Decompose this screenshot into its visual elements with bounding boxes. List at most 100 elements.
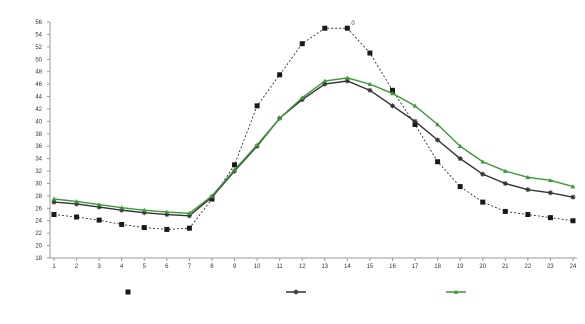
series-2-point-0 bbox=[51, 196, 57, 201]
y-tick-label-12: 42 bbox=[35, 107, 42, 113]
x-tick-label-6: 7 bbox=[188, 264, 192, 270]
series-0-point-9 bbox=[254, 103, 260, 109]
y-tick-label-4: 26 bbox=[35, 206, 42, 212]
y-tick-label-6: 30 bbox=[35, 181, 42, 187]
series-1-point-22 bbox=[547, 190, 553, 196]
series-2-point-7 bbox=[209, 193, 215, 198]
series-0-point-14 bbox=[367, 50, 373, 56]
series-0-point-18 bbox=[457, 184, 463, 190]
series-0-point-8 bbox=[232, 162, 238, 168]
series-1-point-16 bbox=[412, 118, 418, 124]
series-0-line bbox=[53, 27, 574, 230]
series-2-point-12 bbox=[322, 78, 328, 83]
legend-marker-0 bbox=[125, 289, 131, 295]
plot-area: 1820222426283032343638404244464850525456… bbox=[35, 20, 577, 270]
series-1-point-14 bbox=[367, 87, 373, 93]
y-tick-label-1: 20 bbox=[35, 244, 42, 250]
series-0-point-16 bbox=[412, 121, 418, 127]
series-2-point-15 bbox=[390, 91, 395, 96]
series-0-point-20 bbox=[502, 208, 508, 214]
y-tick-label-18: 54 bbox=[35, 32, 42, 38]
y-tick-label-0: 18 bbox=[35, 256, 42, 262]
x-tick-label-12: 13 bbox=[321, 264, 328, 270]
y-tick-label-17: 52 bbox=[35, 45, 42, 51]
x-tick-label-20: 21 bbox=[502, 264, 509, 270]
series-2-point-9 bbox=[254, 142, 260, 147]
series-1-point-20 bbox=[502, 180, 508, 186]
y-tick-label-13: 44 bbox=[35, 95, 42, 101]
legend-marker-1 bbox=[293, 289, 299, 295]
series-2-point-8 bbox=[232, 167, 237, 172]
series-1-point-18 bbox=[457, 156, 463, 162]
y-tick-label-9: 36 bbox=[35, 144, 42, 150]
series-0-point-15 bbox=[389, 87, 395, 93]
x-tick-label-21: 22 bbox=[525, 264, 532, 270]
x-tick-label-9: 10 bbox=[254, 264, 261, 270]
y-tick-label-14: 46 bbox=[35, 82, 42, 88]
series-2-point-14 bbox=[367, 81, 373, 86]
annotation-0: 0 bbox=[351, 21, 355, 27]
series-0-point-11 bbox=[299, 41, 305, 47]
series-0-point-21 bbox=[525, 212, 531, 218]
series-0-point-12 bbox=[322, 25, 328, 31]
series-2-point-23 bbox=[570, 184, 576, 189]
y-tick-label-11: 40 bbox=[35, 119, 42, 125]
x-tick-label-4: 5 bbox=[143, 264, 147, 270]
series-0-point-3 bbox=[119, 221, 125, 227]
legend-marker-2 bbox=[453, 289, 459, 294]
series-2-point-21 bbox=[525, 174, 531, 180]
series-0-point-23 bbox=[570, 218, 576, 224]
series-2-point-20 bbox=[502, 168, 508, 173]
series-0-point-19 bbox=[480, 199, 486, 205]
x-tick-label-8: 9 bbox=[233, 264, 237, 270]
x-tick-label-18: 19 bbox=[457, 264, 464, 270]
series-0-point-4 bbox=[141, 225, 147, 231]
series-2-point-22 bbox=[548, 177, 553, 183]
series-0 bbox=[51, 25, 576, 232]
series-2-point-4 bbox=[141, 207, 147, 212]
series-1-point-15 bbox=[389, 103, 395, 109]
x-tick-label-22: 23 bbox=[547, 264, 554, 270]
series-2-point-16 bbox=[412, 103, 418, 108]
y-tick-label-8: 34 bbox=[35, 157, 42, 163]
chart-legend bbox=[125, 289, 466, 295]
x-tick-label-10: 11 bbox=[277, 264, 284, 270]
series-0-point-17 bbox=[435, 159, 441, 165]
y-tick-label-10: 38 bbox=[35, 132, 42, 138]
series-2-point-10 bbox=[277, 115, 283, 121]
x-tick-label-14: 15 bbox=[367, 264, 374, 270]
series-0-point-1 bbox=[74, 214, 80, 220]
series-0-point-10 bbox=[277, 72, 283, 78]
series-1-point-23 bbox=[570, 194, 576, 200]
legend-item-1 bbox=[286, 289, 306, 295]
series-0-point-0 bbox=[51, 212, 57, 218]
series-2-point-2 bbox=[96, 202, 102, 207]
series-2-point-19 bbox=[480, 159, 486, 164]
series-2-point-5 bbox=[164, 209, 170, 214]
x-tick-label-0: 1 bbox=[52, 264, 56, 270]
series-1 bbox=[51, 78, 576, 219]
x-tick-label-3: 4 bbox=[120, 264, 124, 270]
x-tick-label-19: 20 bbox=[479, 264, 486, 270]
series-0-point-2 bbox=[96, 217, 102, 223]
series-1-point-17 bbox=[435, 137, 441, 143]
x-tick-label-7: 8 bbox=[210, 264, 214, 270]
series-2-point-17 bbox=[435, 122, 441, 127]
x-tick-label-5: 6 bbox=[165, 264, 169, 270]
series-2-point-6 bbox=[186, 210, 192, 216]
legend-item-0 bbox=[125, 289, 131, 295]
y-tick-label-7: 32 bbox=[35, 169, 42, 175]
x-tick-label-23: 24 bbox=[570, 264, 577, 270]
x-tick-label-16: 17 bbox=[412, 264, 419, 270]
x-tick-label-17: 18 bbox=[434, 264, 441, 270]
x-tick-label-1: 2 bbox=[75, 264, 79, 270]
series-0-point-5 bbox=[164, 226, 170, 232]
series-1-point-19 bbox=[480, 171, 486, 177]
y-tick-label-5: 28 bbox=[35, 194, 42, 200]
series-0-point-13 bbox=[344, 25, 350, 31]
series-2-point-3 bbox=[119, 205, 125, 210]
y-tick-label-15: 48 bbox=[35, 70, 42, 76]
series-1-point-21 bbox=[525, 187, 531, 193]
